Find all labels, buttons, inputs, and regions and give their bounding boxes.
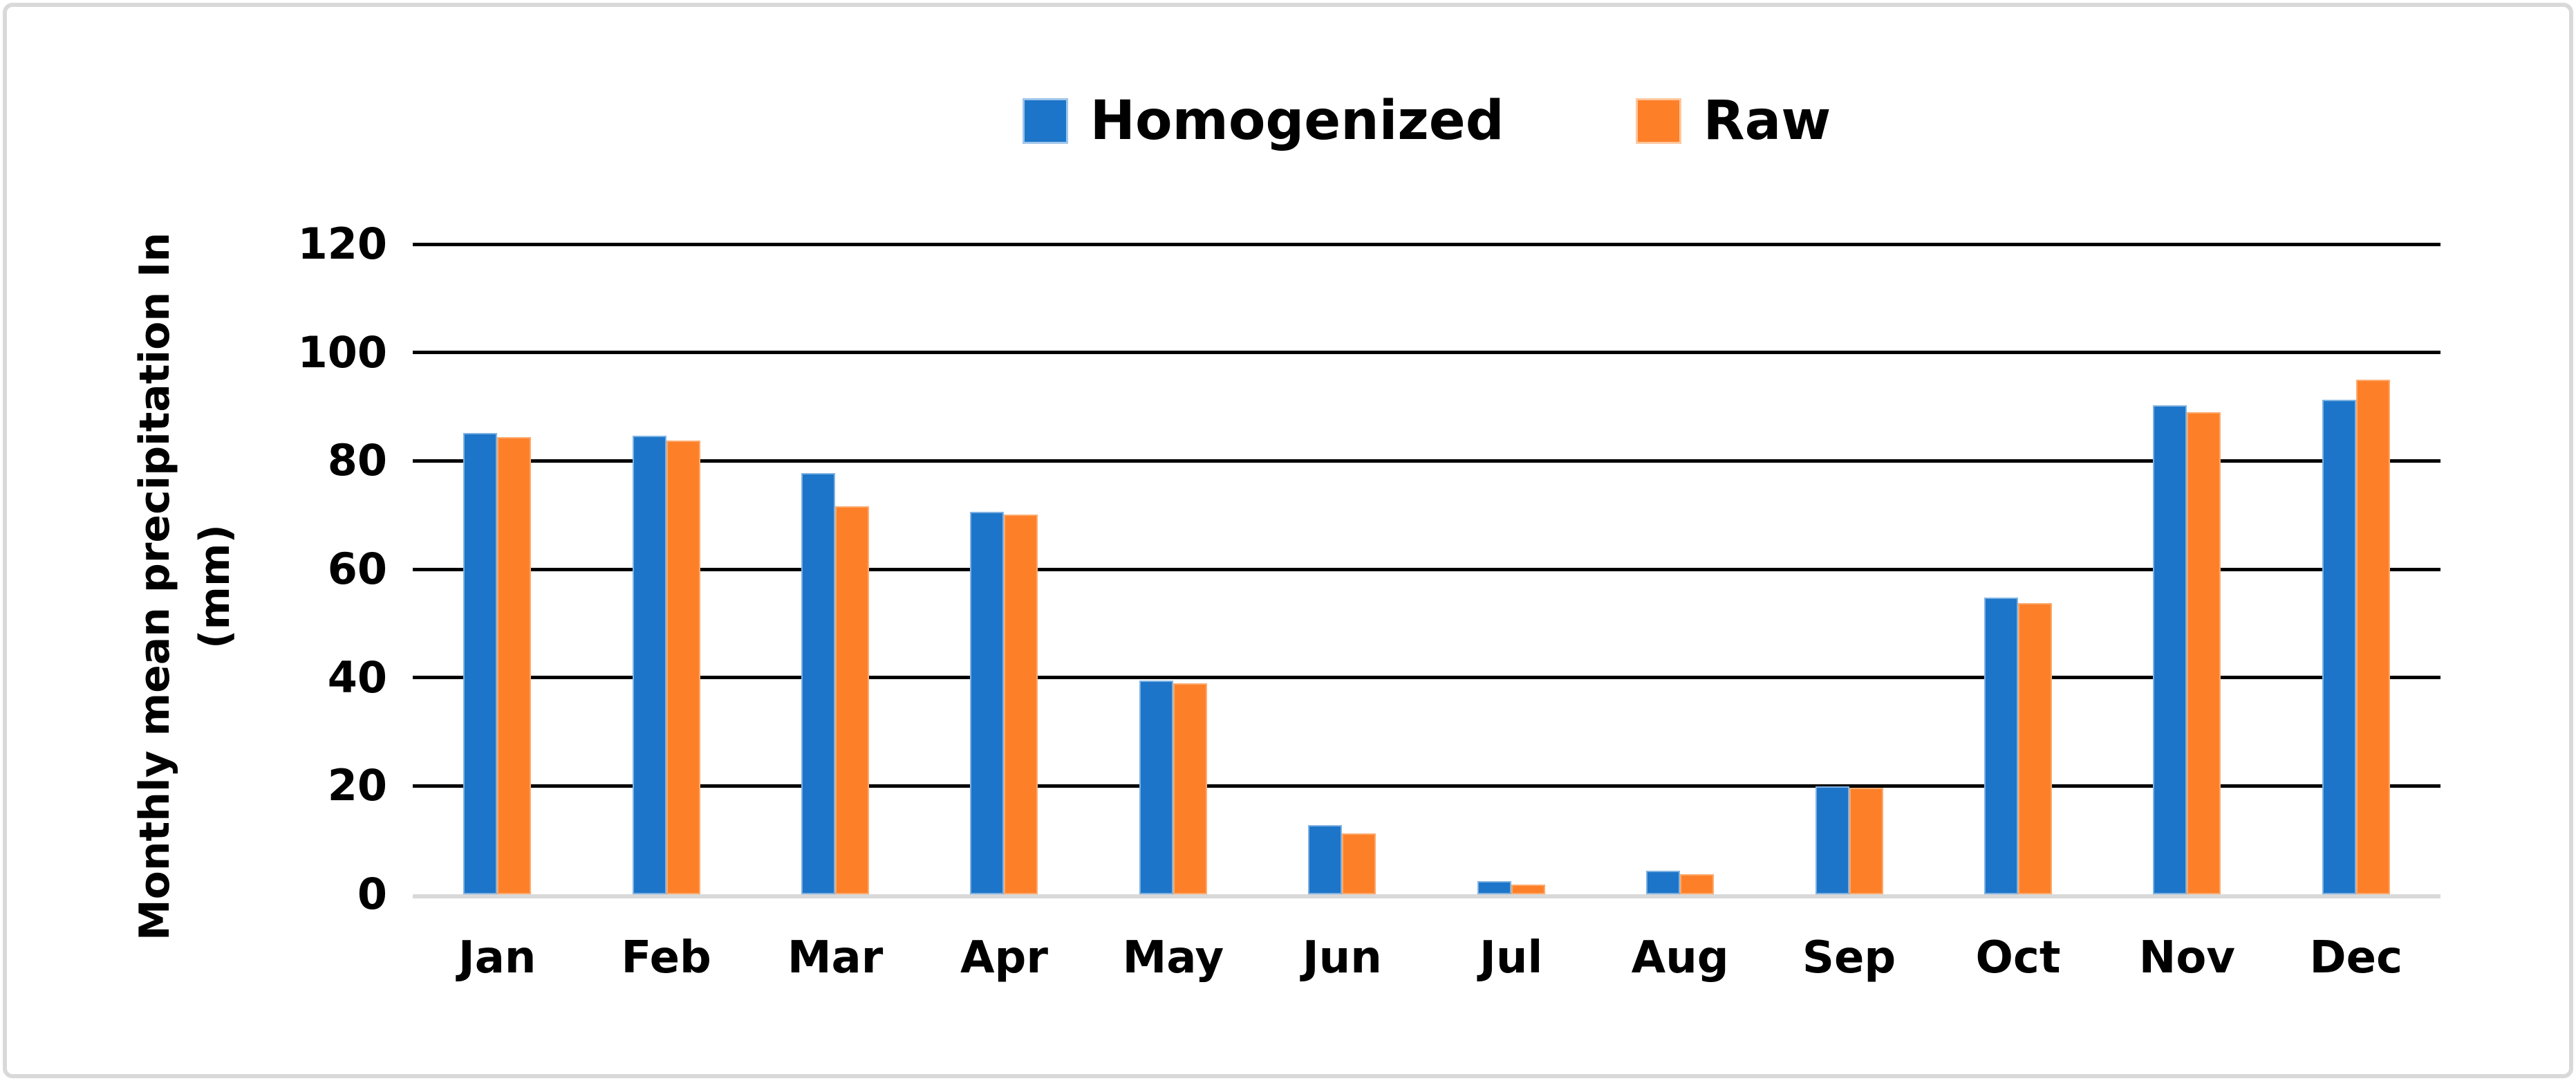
bar-homogenized-jun[interactable]	[1308, 824, 1343, 894]
bar-raw-dec[interactable]	[2355, 379, 2390, 894]
gridline-20	[413, 784, 2440, 788]
bar-homogenized-aug[interactable]	[1646, 871, 1681, 894]
bar-homogenized-dec[interactable]	[2322, 399, 2356, 894]
homogenized-swatch-icon	[1022, 98, 1068, 144]
bar-homogenized-may[interactable]	[1139, 680, 1173, 894]
bar-homogenized-sep[interactable]	[1815, 786, 1849, 894]
bar-raw-may[interactable]	[1173, 683, 1207, 894]
x-label-jun: Jun	[1302, 932, 1382, 983]
bar-raw-sep[interactable]	[1849, 787, 1883, 894]
y-tick-0: 0	[357, 869, 387, 919]
x-label-dec: Dec	[2309, 932, 2403, 983]
legend-label-raw: Raw	[1703, 90, 1831, 152]
bar-homogenized-jan[interactable]	[463, 432, 498, 894]
x-label-feb: Feb	[621, 932, 711, 983]
x-label-oct: Oct	[1975, 932, 2061, 983]
y-tick-80: 80	[327, 435, 387, 486]
raw-swatch-icon	[1635, 98, 1681, 144]
gridline-60	[413, 567, 2440, 571]
gridline-100	[413, 351, 2440, 355]
x-label-jan: Jan	[458, 932, 536, 983]
legend-label-homogenized: Homogenized	[1090, 90, 1504, 152]
y-tick-40: 40	[327, 652, 387, 703]
gridline-40	[413, 676, 2440, 680]
x-label-apr: Apr	[960, 932, 1048, 983]
bar-raw-oct[interactable]	[2017, 603, 2052, 894]
bar-raw-nov[interactable]	[2187, 412, 2221, 894]
bar-raw-jun[interactable]	[1342, 833, 1376, 894]
legend-item-homogenized[interactable]: Homogenized	[1022, 90, 1504, 152]
x-label-aug: Aug	[1631, 932, 1729, 983]
bar-raw-jan[interactable]	[497, 436, 532, 894]
bar-homogenized-jul[interactable]	[1477, 881, 1511, 894]
gridline-80	[413, 459, 2440, 463]
bar-homogenized-nov[interactable]	[2153, 405, 2187, 894]
bar-raw-apr[interactable]	[1004, 514, 1038, 894]
bar-raw-feb[interactable]	[666, 441, 700, 894]
y-tick-100: 100	[297, 326, 387, 378]
x-label-nov: Nov	[2138, 932, 2235, 983]
x-label-sep: Sep	[1802, 932, 1896, 983]
y-tick-120: 120	[297, 219, 387, 269]
bar-homogenized-oct[interactable]	[1984, 597, 2018, 894]
y-tick-20: 20	[327, 760, 387, 811]
chart-frame: Homogenized Raw Monthly mean precipitati…	[3, 3, 2573, 1078]
bar-raw-mar[interactable]	[835, 506, 870, 894]
x-label-jul: Jul	[1480, 932, 1543, 983]
y-tick-60: 60	[327, 544, 387, 594]
bar-raw-aug[interactable]	[1680, 874, 1715, 894]
bar-homogenized-feb[interactable]	[632, 435, 666, 894]
bar-homogenized-mar[interactable]	[801, 472, 836, 894]
x-label-may: May	[1122, 932, 1224, 983]
legend: Homogenized Raw	[413, 76, 2440, 166]
bar-raw-jul[interactable]	[1511, 884, 1545, 894]
plot-area: 0 20 40 60 80 100 120 Jan Feb Mar Apr May Jun Jul Aug…	[7, 7, 2569, 1074]
bar-homogenized-apr[interactable]	[970, 511, 1005, 894]
gridline-120	[413, 242, 2440, 246]
x-label-mar: Mar	[787, 932, 884, 983]
x-axis-line	[413, 894, 2440, 898]
legend-item-raw[interactable]: Raw	[1635, 90, 1831, 152]
